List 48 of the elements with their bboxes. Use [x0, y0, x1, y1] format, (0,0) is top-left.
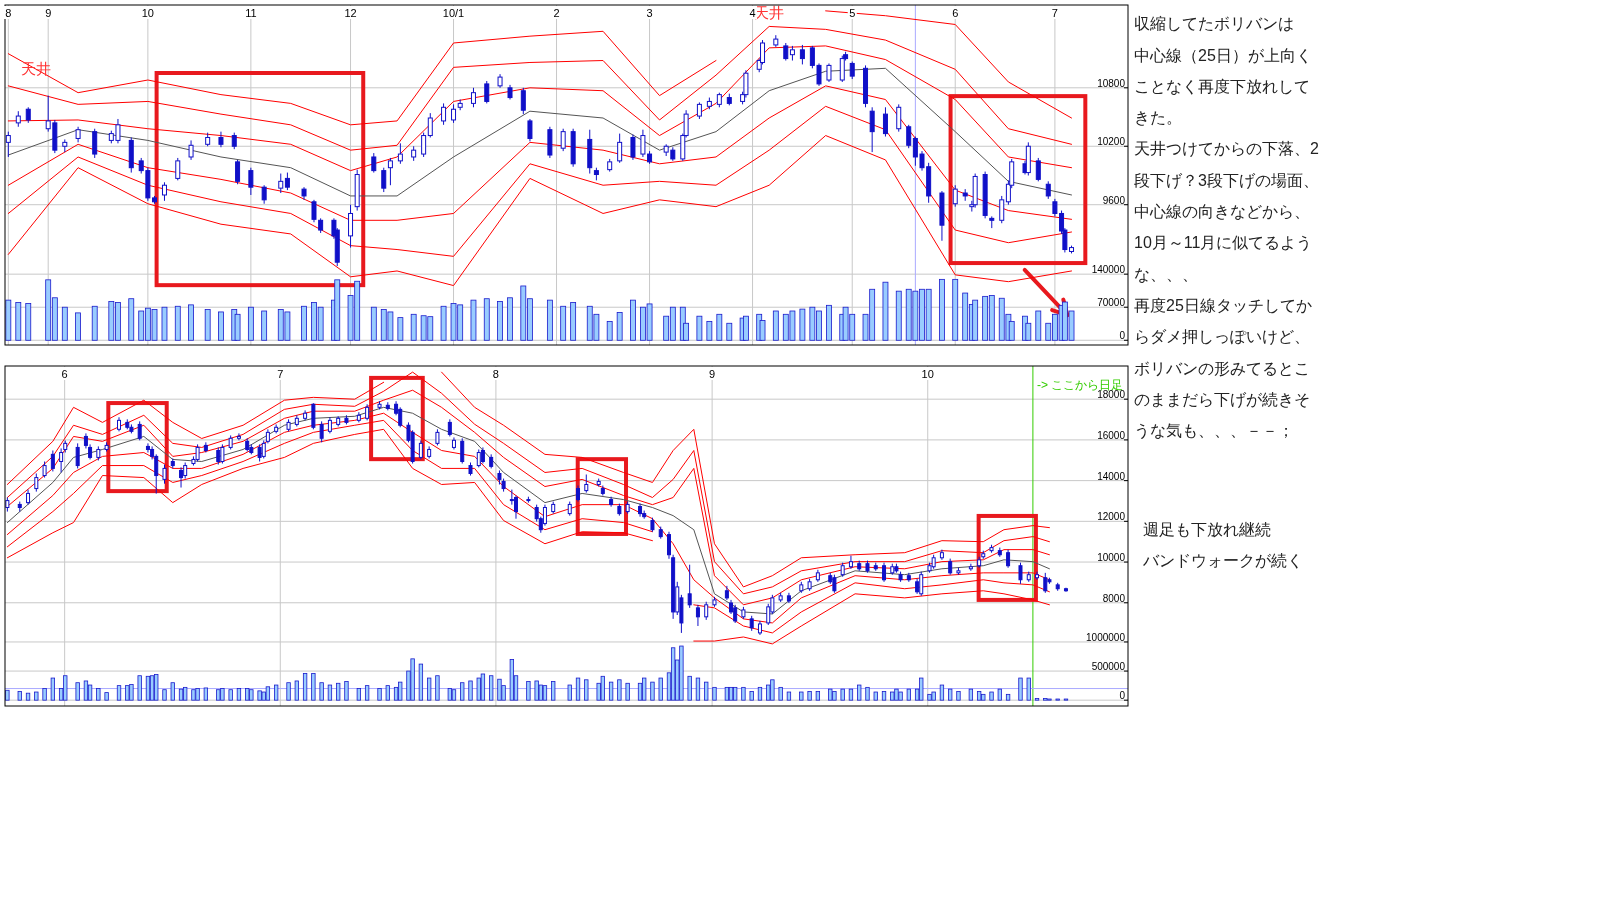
x-tick-label: 5 [849, 7, 856, 19]
text: 再度25日線タッチしてか [1134, 296, 1312, 314]
text: のままだら下げが続きそ [1134, 390, 1310, 408]
x-tick-label: 3 [646, 7, 653, 19]
x-tick-label: 10 [141, 7, 154, 19]
y2-tick-label: 0 [1119, 330, 1126, 342]
x-tick-label: 6 [952, 7, 959, 19]
text: 天井つけてからの下落、2 [1134, 140, 1319, 158]
x-tick-label: 7 [277, 368, 284, 380]
text: 中心線の向きなどから、 [1134, 203, 1310, 221]
x-tick-label: 6 [61, 368, 68, 380]
text: 段下げ？3段下げの場面、 [1134, 171, 1319, 189]
x-tick-label: 7 [1051, 7, 1058, 19]
x-tick-label: 12 [344, 7, 357, 19]
text: 10月～11月に似てるよう [1134, 234, 1313, 253]
y2-tick-label: 70000 [1097, 297, 1126, 309]
x-tick-label: 4 [749, 7, 756, 19]
x-tick-label: 9 [45, 7, 52, 19]
text: バンドウォークが続く [1142, 552, 1303, 570]
text: らダメ押しっぽいけど、 [1134, 328, 1310, 346]
x-tick-label: 8 [492, 368, 499, 380]
text: 中心線（25日）が上向く [1134, 46, 1312, 64]
x-tick-label: 9 [709, 368, 716, 380]
y2-tick-label: 500000 [1091, 661, 1126, 673]
x-tick-label: 10 [921, 368, 934, 380]
y-tick-label: 9600 [1102, 194, 1126, 206]
text: 収縮してたボリバンは [1134, 15, 1294, 33]
y-tick-label: 12000 [1097, 511, 1126, 523]
y2-tick-label: 0 [1119, 690, 1126, 702]
text: ことなく再度下放れして [1134, 77, 1310, 95]
y-tick-label: 18000 [1097, 389, 1126, 401]
x-tick-label: 11 [245, 7, 257, 19]
x-tick-label: 2 [553, 7, 560, 19]
y-tick-label: 16000 [1097, 429, 1126, 441]
y-tick-label: 10800 [1097, 77, 1126, 89]
y-tick-label: 10200 [1097, 136, 1126, 148]
y-tick-label: 8000 [1102, 592, 1126, 604]
y2-tick-label: 1000000 [1086, 631, 1126, 643]
x-tick-label: 8 [5, 7, 12, 19]
text: な、、、 [1134, 265, 1198, 283]
text: ボリバンの形みてるとこ [1134, 359, 1310, 377]
text: きた。 [1134, 109, 1182, 127]
x-tick-label: 10/1 [442, 7, 465, 19]
text: 週足も下放れ継続 [1143, 521, 1271, 539]
y-tick-label: 10000 [1097, 552, 1126, 564]
y2-tick-label: 140000 [1091, 264, 1126, 276]
text: うな気も、、、－－； [1134, 422, 1294, 441]
y-tick-label: 14000 [1097, 470, 1126, 482]
